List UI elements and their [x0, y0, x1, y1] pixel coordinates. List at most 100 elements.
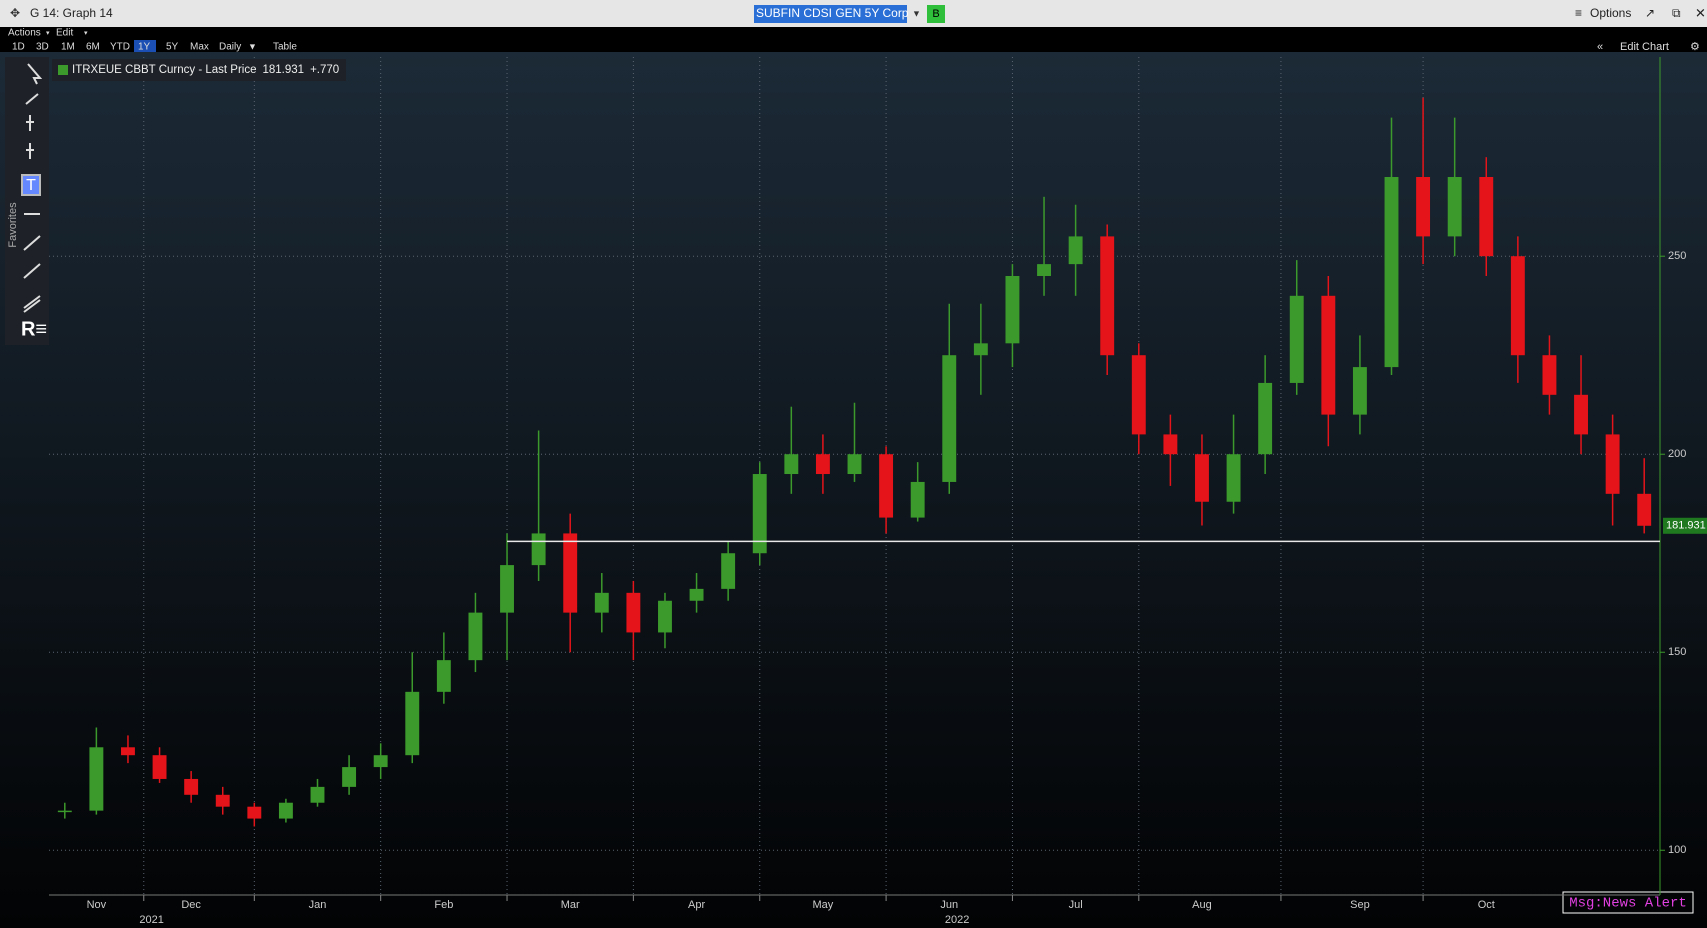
period-button[interactable]: Max — [190, 42, 209, 53]
candle-body — [184, 778, 199, 795]
candle-body — [405, 691, 420, 756]
period-button[interactable]: 5Y — [166, 42, 179, 53]
price-tag — [1663, 517, 1707, 534]
move-icon[interactable]: ✥ — [10, 6, 20, 20]
candle-body — [436, 660, 451, 692]
candle-body — [310, 786, 325, 803]
security-button-label[interactable]: B — [932, 8, 939, 20]
candle-body — [121, 747, 135, 756]
candle-body — [57, 810, 72, 813]
candle-body — [1289, 295, 1304, 383]
period-button[interactable]: YTD — [110, 42, 130, 53]
candle-body — [563, 533, 578, 613]
candle-body — [1195, 454, 1209, 502]
candle-body — [1163, 434, 1178, 455]
candle-body — [847, 454, 862, 475]
period-button[interactable]: 6M — [86, 42, 100, 53]
dropdown[interactable]: ▼ — [912, 8, 921, 18]
active-period — [134, 40, 156, 52]
options-icon[interactable]: ≡ — [1575, 6, 1582, 20]
x-tick-label: Sep — [1350, 899, 1370, 911]
candle-body — [1100, 236, 1115, 356]
period-button[interactable]: 1M — [61, 42, 75, 53]
table-button[interactable]: Table — [273, 42, 297, 53]
text-tool[interactable]: T — [26, 177, 36, 194]
candle-body — [721, 553, 736, 589]
restore[interactable]: ⧉ — [1672, 6, 1681, 20]
candle-body — [1605, 434, 1620, 494]
candle-body — [1258, 382, 1273, 455]
x-tick-label: Jun — [940, 899, 958, 911]
candle-body — [1447, 176, 1462, 237]
candle-body — [1037, 264, 1051, 277]
year-label: 2021 — [139, 914, 163, 926]
x-tick-label: Apr — [688, 899, 705, 911]
candle-body — [658, 600, 672, 633]
popout[interactable]: ↗ — [1645, 6, 1655, 20]
menu-arrow: ▾ — [84, 30, 88, 37]
period-button[interactable]: 1Y — [138, 42, 151, 53]
candle-body — [815, 454, 830, 475]
candle-body — [1479, 176, 1494, 257]
security[interactable]: SUBFIN CDSI GEN 5Y Corp — [756, 6, 909, 20]
toolbar — [0, 27, 1707, 52]
candle-body — [531, 533, 546, 566]
tool-icons[interactable] — [21, 63, 43, 313]
legend-swatch — [58, 65, 68, 75]
legend-name: ITRXEUE CBBT Curncy - Last Price — [72, 64, 256, 76]
candle-body — [500, 565, 514, 613]
candle-body — [689, 588, 704, 601]
security-button[interactable] — [927, 5, 945, 23]
x-tick-label: Oct — [1478, 899, 1495, 911]
close[interactable]: ✕ — [1695, 5, 1706, 20]
x-tick-label: Mar — [561, 899, 580, 911]
security-field[interactable] — [754, 5, 907, 23]
price-tag-label: 181.931 — [1666, 520, 1706, 532]
y-tick-label: 100 — [1668, 844, 1686, 856]
period-button[interactable]: 1D — [12, 42, 25, 53]
drawing-tools — [5, 57, 49, 345]
x-tick-label: Nov — [87, 899, 107, 911]
period-button[interactable]: 3D — [36, 42, 49, 53]
msg[interactable]: Msg:News Alert — [1569, 896, 1687, 912]
edit-chart[interactable]: Edit Chart — [1620, 41, 1669, 53]
candle-body — [247, 806, 262, 819]
msg-box[interactable] — [1562, 891, 1694, 914]
candle-body — [1226, 454, 1241, 502]
candle-body — [1574, 394, 1588, 435]
candle-body — [1005, 276, 1020, 344]
favorites[interactable]: Favorites — [7, 202, 19, 248]
x-tick-label: May — [813, 899, 834, 911]
x-tick-label: Aug — [1192, 899, 1212, 911]
frequency[interactable]: Daily — [219, 42, 241, 53]
candle-body — [215, 794, 230, 807]
legend-box — [52, 59, 346, 81]
menu-item[interactable]: Actions — [8, 28, 41, 39]
x-tick-label: Dec — [181, 899, 201, 911]
candle-body — [1637, 493, 1652, 526]
candle-body — [1352, 367, 1367, 415]
options[interactable]: Options — [1590, 6, 1631, 20]
candle-body — [373, 755, 388, 768]
y-tick-label: 200 — [1668, 448, 1686, 460]
candle-body — [910, 481, 925, 518]
candle-body — [278, 802, 293, 819]
legend-last: 181.931 — [262, 64, 304, 76]
candle-body — [752, 474, 767, 554]
settings[interactable]: ⚙ — [1690, 41, 1700, 53]
candle-body — [1321, 295, 1336, 415]
candle-body — [1416, 176, 1431, 237]
menu-arrow: ▾ — [46, 30, 50, 37]
candle-body — [1510, 256, 1525, 356]
candle-body — [784, 454, 799, 475]
candle-body — [594, 592, 609, 613]
candle-body — [152, 755, 167, 779]
candle-body — [1542, 355, 1557, 395]
y-tick-label: 150 — [1668, 646, 1686, 658]
menu-item[interactable]: Edit — [56, 28, 73, 39]
x-tick-label: Jul — [1069, 899, 1083, 911]
re-tool[interactable]: R≡ — [21, 318, 47, 340]
collapse[interactable]: « — [1597, 41, 1603, 53]
